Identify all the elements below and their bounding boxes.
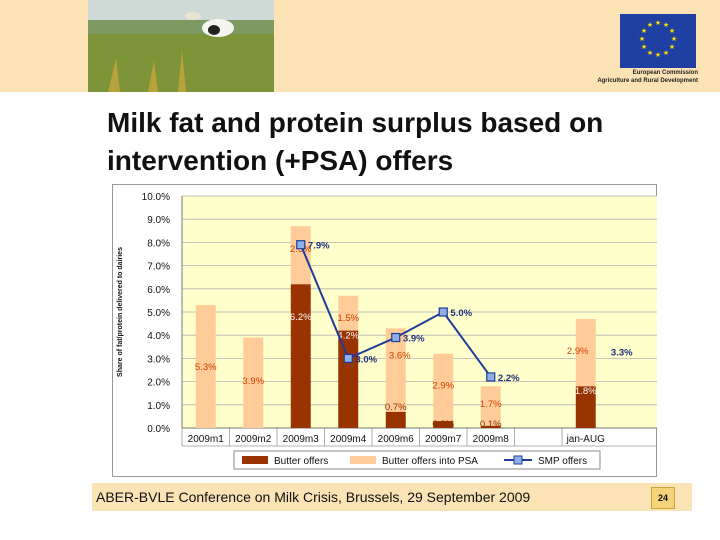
legend-label-psa: Butter offers into PSA: [382, 456, 478, 467]
bar-butter-into-psa: [243, 337, 264, 428]
y-tick-label: 1.0%: [147, 401, 170, 412]
y-tick-label: 0.0%: [147, 424, 170, 435]
y-tick-label: 5.0%: [147, 308, 170, 319]
y-tick-label: 2.0%: [147, 378, 170, 389]
x-tick-label: jan-AUG: [566, 434, 606, 445]
title-line-2: intervention (+PSA) offers: [107, 145, 454, 176]
logo-line-1: European Commission: [632, 70, 698, 76]
data-label-butter: 0.7%: [385, 402, 407, 413]
y-tick-label: 7.0%: [147, 262, 170, 273]
y-tick-label: 8.0%: [147, 238, 170, 249]
footer-bar: ABER-BVLE Conference on Milk Crisis, Bru…: [92, 483, 692, 511]
bar-butter-offers: [338, 330, 359, 428]
data-label-butter: 1.8%: [575, 386, 597, 397]
svg-text:★: ★: [671, 35, 677, 43]
legend-label-butter: Butter offers: [274, 456, 328, 467]
svg-text:★: ★: [655, 19, 661, 27]
bar-butter-offers: [290, 284, 311, 428]
footer-caption: ABER-BVLE Conference on Milk Crisis, Bru…: [96, 489, 531, 505]
bar-butter-offers: [385, 411, 406, 428]
svg-text:★: ★: [641, 43, 647, 51]
svg-text:★: ★: [639, 35, 645, 43]
y-tick-label: 10.0%: [142, 192, 170, 203]
data-label-psa: 2.9%: [432, 381, 454, 392]
svg-text:★: ★: [647, 21, 653, 29]
legend-box: [233, 450, 601, 470]
data-label-smp: 7.9%: [308, 241, 330, 252]
bar-butter-into-psa: [290, 226, 311, 285]
y-tick-label: 9.0%: [147, 215, 170, 226]
y-tick-label: 3.0%: [147, 354, 170, 365]
legend-label-smp: SMP offers: [538, 456, 587, 467]
x-tick-label: 2009m2: [235, 434, 272, 445]
svg-text:★: ★: [647, 49, 653, 57]
x-tick-label: 2009m4: [330, 434, 367, 445]
title-line-1: Milk fat and protein surplus based on: [107, 107, 604, 138]
svg-text:★: ★: [655, 51, 661, 59]
legend-swatch-psa: [350, 456, 376, 464]
x-tick-label: 2009m6: [378, 434, 415, 445]
bar-butter-into-psa: [385, 328, 406, 412]
data-label-psa: 2.9%: [567, 346, 589, 357]
cows-pasture-photo: [88, 0, 274, 92]
legend-marker-smp: [513, 455, 523, 465]
svg-text:★: ★: [663, 49, 669, 57]
data-label-smp: 5.0%: [450, 308, 472, 319]
chart-container: 0.0% 1.0% 2.0% 3.0% 4.0% 5.0% 6.0% 7.0% 8.0% 9.0%…: [112, 184, 672, 483]
y-axis-title: Share of fat/protein delivered to dairie…: [117, 247, 124, 377]
x-tick-label: 2009m8: [473, 434, 510, 445]
data-label-smp: 3.0%: [355, 354, 377, 365]
data-label-psa: 2.5%: [290, 244, 312, 255]
header-banner: ★ ★ ★ ★ ★ ★ ★ ★ ★ ★ ★ ★ European Commission Agri…: [0, 0, 720, 92]
svg-text:★: ★: [669, 43, 675, 51]
data-label-psa: 1.7%: [480, 399, 502, 410]
y-tick-label: 4.0%: [147, 331, 170, 342]
page-number: 24: [651, 487, 675, 509]
data-label-psa: 1.5%: [337, 313, 359, 324]
data-label-smp: 2.2%: [498, 373, 520, 384]
smp-point: [438, 307, 448, 317]
x-tick-label: 2009m3: [283, 434, 320, 445]
svg-text:★: ★: [641, 27, 647, 35]
data-label-psa: 5.3%: [195, 362, 217, 373]
x-tick-label: 2009m7: [425, 434, 462, 445]
data-label-butter: 0.1%: [480, 419, 502, 430]
bar-butter-offers: [575, 386, 596, 428]
y-tick-label: 6.0%: [147, 285, 170, 296]
smp-point: [391, 332, 401, 343]
slide-title: Milk fat and protein surplus based on in…: [107, 104, 707, 180]
smp-point: [343, 353, 353, 363]
bar-butter-into-psa: [480, 386, 501, 426]
logo-line-2: Agriculture and Rural Development: [597, 77, 698, 84]
data-label-butter: 6.2%: [290, 312, 312, 323]
eu-stars-icon: ★ ★★ ★★★ ★★★ ★★★: [620, 14, 696, 68]
eu-flag-logo: ★ ★ ★ ★ ★ ★ ★ ★ ★ ★ ★ ★: [620, 14, 696, 68]
bar-butter-into-psa: [433, 353, 454, 422]
bar-butter-offers: [433, 421, 454, 428]
data-label-psa: 3.6%: [389, 350, 411, 361]
eu-logo-caption: European Commission Agriculture and Rura…: [597, 70, 698, 85]
bar-butter-into-psa: [195, 305, 216, 428]
chart-svg: 0.0% 1.0% 2.0% 3.0% 4.0% 5.0% 6.0% 7.0% 8.0% 9.0%…: [112, 184, 657, 477]
data-label-butter: 4.2%: [337, 331, 359, 342]
data-label-smp: 3.9%: [403, 334, 425, 345]
smp-point: [486, 372, 496, 382]
data-label-psa: 3.9%: [242, 376, 264, 387]
pasture-illustration: [88, 0, 274, 92]
data-label-smp: 3.3%: [611, 347, 633, 358]
smp-point: [296, 240, 306, 250]
legend-swatch-butter: [242, 456, 268, 464]
data-label-butter: 0.3%: [432, 419, 454, 430]
bar-butter-into-psa: [338, 295, 359, 331]
svg-text:★: ★: [663, 21, 669, 29]
x-tick-label: 2009m1: [188, 434, 225, 445]
bar-butter-offers: [480, 425, 501, 428]
svg-text:★: ★: [669, 27, 675, 35]
bar-butter-into-psa: [575, 318, 596, 387]
